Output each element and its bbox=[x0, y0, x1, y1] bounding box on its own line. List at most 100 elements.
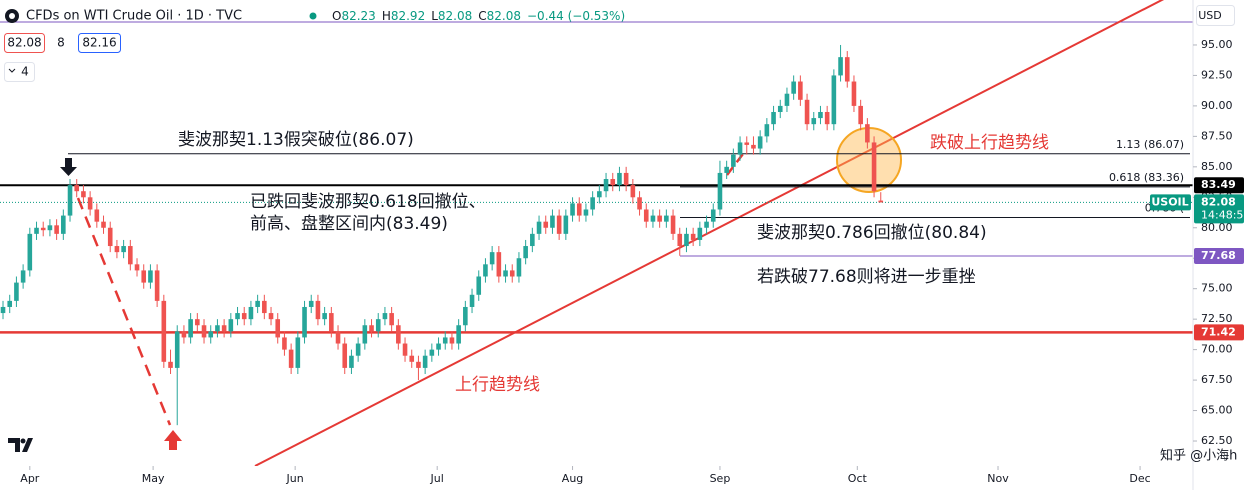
y-tick-label: 72.50 bbox=[1201, 312, 1233, 325]
candle-body bbox=[67, 185, 73, 216]
sell-button[interactable] bbox=[4, 33, 45, 53]
candle-body bbox=[777, 105, 783, 112]
sell-price[interactable]: 82.08 bbox=[7, 36, 41, 50]
candle-body bbox=[34, 227, 39, 234]
annotation: 跌破上行趋势线 bbox=[930, 133, 1049, 153]
buy-button[interactable] bbox=[78, 33, 121, 53]
candle-body bbox=[449, 337, 455, 344]
candle-body bbox=[128, 246, 133, 265]
candle-body bbox=[396, 325, 401, 344]
candle-body bbox=[550, 215, 555, 228]
candle-body bbox=[0, 306, 6, 314]
y-tick-label: 70.00 bbox=[1201, 343, 1233, 356]
candle-body bbox=[871, 142, 877, 192]
candle-body bbox=[174, 331, 180, 368]
candle-body bbox=[536, 221, 542, 234]
candle-body bbox=[295, 337, 301, 368]
candle-body bbox=[121, 246, 126, 253]
candle-body bbox=[282, 337, 287, 350]
candle-body bbox=[148, 270, 153, 283]
candle-body bbox=[643, 209, 649, 222]
y-tick-label: 62.50 bbox=[1201, 434, 1233, 447]
candle-body bbox=[94, 209, 100, 222]
candle-body bbox=[329, 313, 334, 332]
annotation: 上行趋势线 bbox=[455, 375, 540, 395]
candle-body bbox=[308, 300, 314, 307]
candle-body bbox=[27, 233, 33, 271]
candle-body bbox=[456, 325, 461, 344]
quote-label: H bbox=[382, 9, 391, 23]
x-tick-label: Apr bbox=[20, 472, 40, 485]
x-tick-label: Aug bbox=[562, 472, 583, 485]
candle-body bbox=[731, 154, 736, 167]
candle-body bbox=[416, 361, 421, 368]
candle-body bbox=[858, 105, 863, 125]
candle-body bbox=[476, 276, 482, 295]
y-tick-label: 87.50 bbox=[1201, 129, 1233, 142]
buy-price[interactable]: 82.16 bbox=[82, 36, 116, 50]
candle-body bbox=[322, 313, 327, 320]
candle-body bbox=[798, 81, 803, 100]
price-label-box bbox=[1194, 248, 1244, 265]
candle-body bbox=[764, 124, 770, 137]
candle-body bbox=[221, 325, 227, 332]
candle-body bbox=[47, 225, 53, 231]
annotation: 已跌回斐波那契0.618回撤位、 bbox=[250, 192, 486, 212]
candle-body bbox=[235, 313, 240, 320]
candle-body bbox=[402, 343, 408, 356]
y-tick-label: 67.50 bbox=[1201, 373, 1233, 386]
x-tick-label: Nov bbox=[987, 472, 1009, 485]
price-label: 71.42 bbox=[1201, 325, 1236, 338]
candle-body bbox=[389, 313, 394, 326]
candle-body bbox=[382, 313, 388, 320]
candle-body bbox=[784, 93, 790, 106]
annotation: 若跌破77.68则将进一步重挫 bbox=[757, 267, 976, 287]
chevron-icon[interactable] bbox=[8, 68, 16, 73]
indicator-count[interactable]: 4 bbox=[21, 65, 29, 79]
candle-body bbox=[429, 349, 435, 356]
price-label: 82.08 bbox=[1201, 195, 1236, 208]
y-tick-label: 90.00 bbox=[1201, 99, 1233, 112]
candle-body bbox=[436, 343, 441, 350]
candle-body bbox=[838, 57, 843, 76]
candle-body bbox=[188, 319, 193, 338]
candle-body bbox=[141, 270, 147, 283]
price-label: 83.49 bbox=[1201, 178, 1236, 191]
candle-body bbox=[463, 306, 468, 326]
candle-body bbox=[664, 215, 669, 222]
candle-body bbox=[168, 361, 173, 368]
candle-body bbox=[503, 270, 508, 277]
x-tick-label: Dec bbox=[1129, 472, 1150, 485]
candle-body bbox=[496, 252, 502, 277]
currency[interactable]: USD bbox=[1198, 9, 1222, 22]
candle-body bbox=[469, 294, 475, 307]
candle-body bbox=[597, 191, 602, 198]
quote-change: −0.44 (−0.53%) bbox=[527, 9, 625, 23]
quote-label: C bbox=[478, 9, 486, 23]
candle-body bbox=[717, 172, 723, 210]
candle-body bbox=[831, 75, 837, 125]
candle-body bbox=[262, 300, 267, 314]
fib-label: 0.618 (83.36) bbox=[1109, 171, 1184, 184]
candle-body bbox=[650, 215, 656, 222]
candle-body bbox=[74, 185, 80, 192]
currency-button[interactable] bbox=[1196, 5, 1235, 26]
candle-body bbox=[81, 191, 86, 198]
symbol-title: CFDs on WTI Crude Oil · 1D · TVC bbox=[26, 9, 242, 24]
candle-body bbox=[623, 172, 629, 186]
candle-body bbox=[14, 282, 19, 301]
candle-body bbox=[844, 57, 850, 82]
candle-body bbox=[704, 221, 709, 228]
candle-body bbox=[811, 118, 817, 125]
candle-body bbox=[757, 136, 763, 149]
candle-body bbox=[302, 306, 307, 338]
indicator-toggle[interactable] bbox=[4, 62, 35, 82]
candle-body bbox=[865, 124, 870, 143]
candle-body bbox=[114, 246, 120, 253]
candle-body bbox=[422, 355, 428, 368]
candle-body bbox=[804, 99, 810, 125]
candle-body bbox=[107, 227, 113, 247]
candle-body bbox=[516, 258, 522, 277]
candle-body bbox=[657, 215, 662, 222]
trendline bbox=[254, 0, 1165, 466]
